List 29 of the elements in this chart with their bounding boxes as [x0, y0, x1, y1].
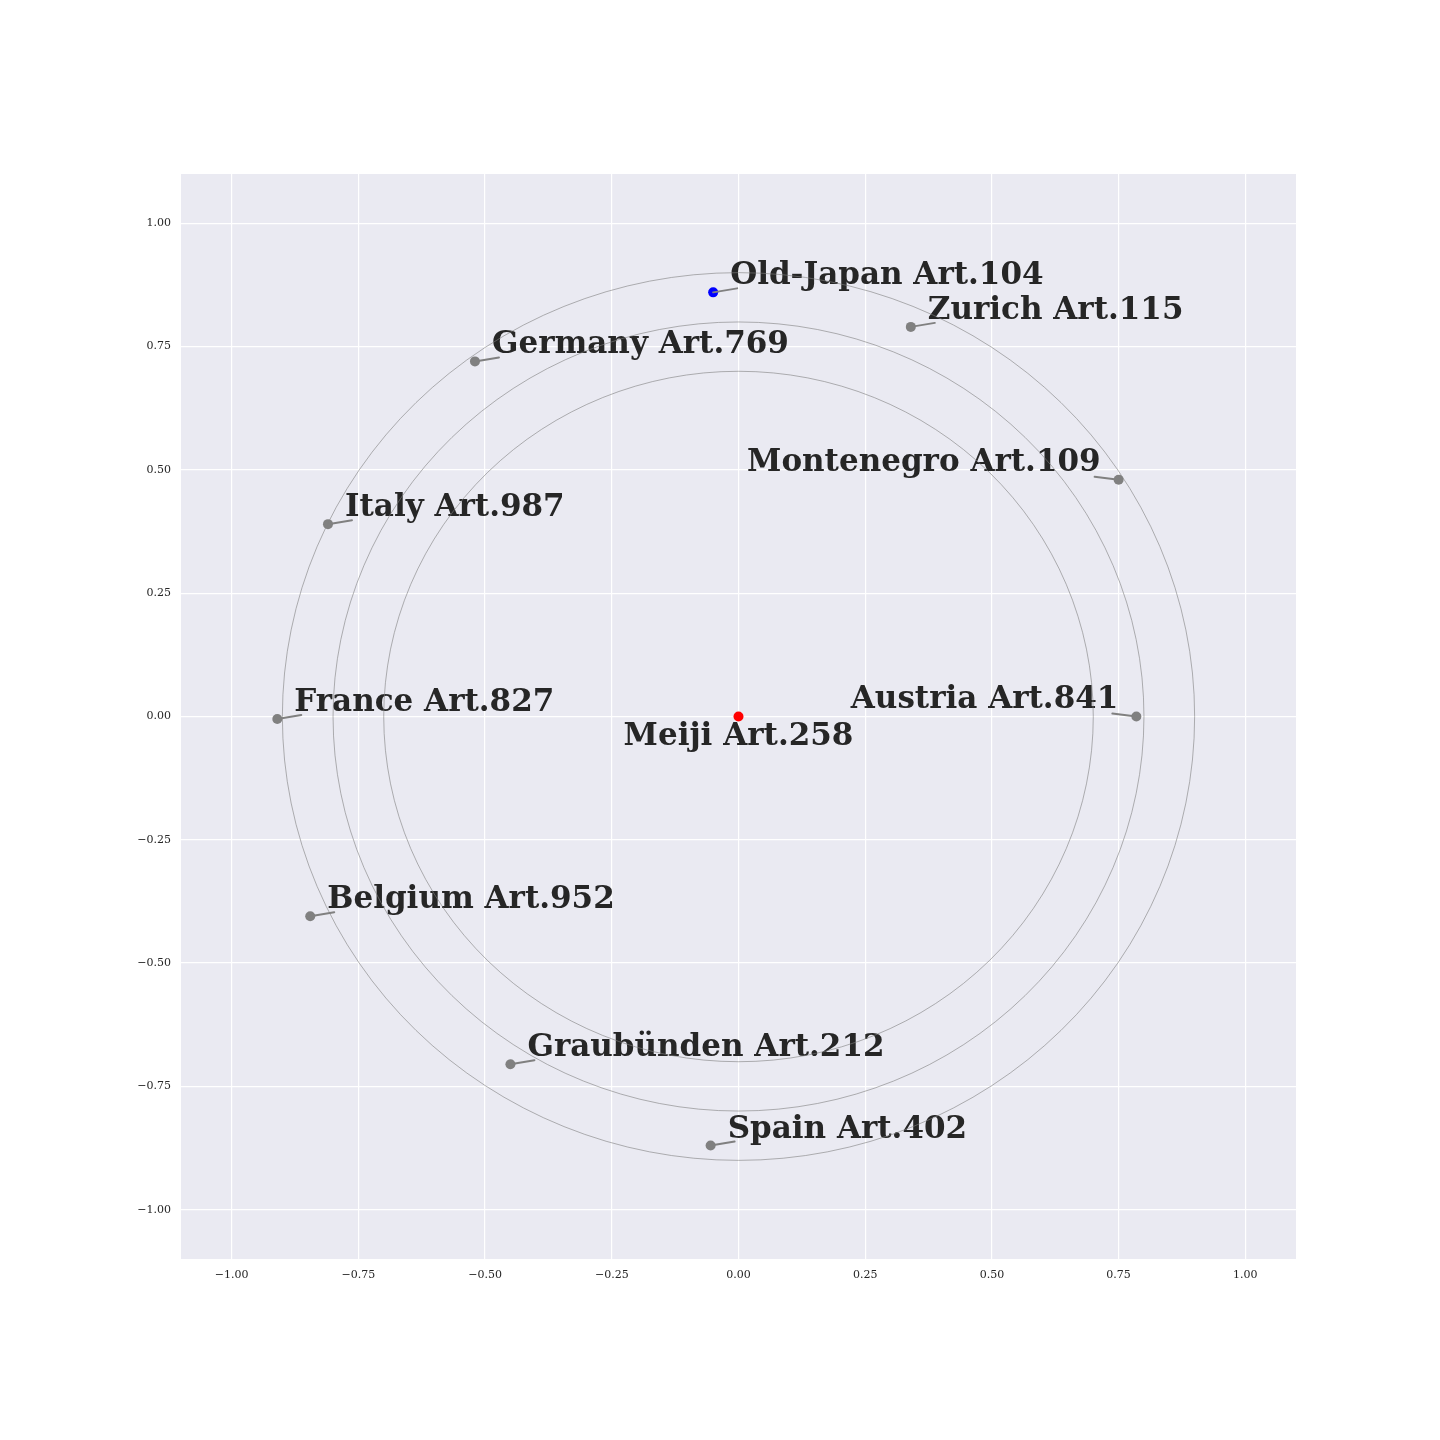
- x-tick-label: −0.50: [468, 1268, 502, 1282]
- x-tick-label: 0.25: [852, 1268, 878, 1282]
- annotation: Spain Art.402: [727, 1108, 968, 1145]
- annotation: Belgium Art.952: [327, 879, 615, 916]
- x-tick-label: −0.75: [341, 1268, 376, 1282]
- annotation: Austria Art.841: [849, 678, 1119, 715]
- y-tick-label: 1.00: [146, 216, 171, 230]
- x-tick-label: −0.25: [594, 1268, 629, 1282]
- y-tick-label: −0.75: [137, 1079, 171, 1093]
- y-tick-label: 0.50: [146, 462, 171, 476]
- y-tick-label: 0.00: [146, 709, 171, 723]
- y-tick-label: 0.25: [146, 586, 171, 600]
- annotation: Germany Art.769: [491, 324, 789, 361]
- annotation: Montenegro Art.109: [747, 441, 1101, 478]
- annotation: France Art.827: [294, 681, 555, 718]
- x-tick-label: 1.00: [1233, 1268, 1258, 1282]
- annotation: Zurich Art.115: [927, 289, 1184, 326]
- annotation: Old-Japan Art.104: [730, 255, 1044, 292]
- y-tick-label: 0.75: [146, 339, 171, 353]
- x-tick-label: −1.00: [214, 1268, 249, 1282]
- y-tick-label: −0.50: [137, 955, 171, 969]
- annotation: Meiji Art.258: [623, 715, 854, 752]
- x-tick-label: 0.50: [979, 1268, 1005, 1282]
- y-tick-label: −0.25: [137, 832, 171, 846]
- annotation: Graubünden Art.212: [527, 1027, 885, 1064]
- annotation: Italy Art.987: [344, 487, 565, 524]
- y-tick-label: −1.00: [137, 1202, 171, 1216]
- x-tick-label: 0.75: [1106, 1268, 1131, 1282]
- x-tick-label: 0.00: [726, 1268, 751, 1282]
